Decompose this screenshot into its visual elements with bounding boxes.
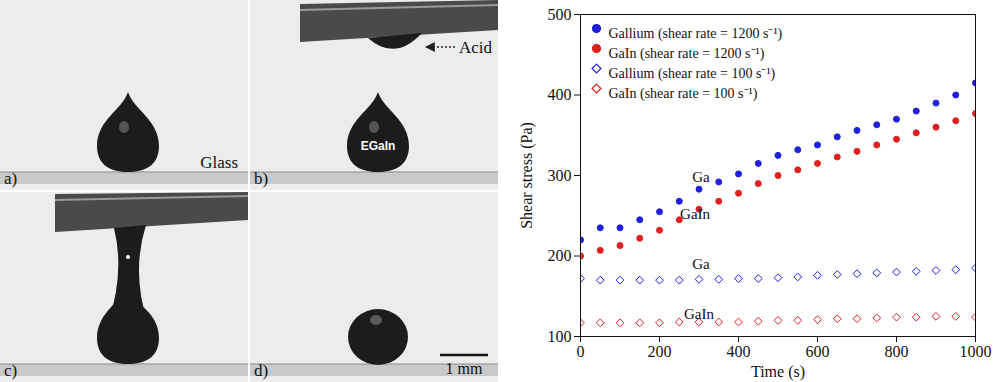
svg-text:Gallium (shear rate = 1200 s⁻¹: Gallium (shear rate = 1200 s⁻¹) — [609, 26, 783, 42]
svg-text:100: 100 — [548, 328, 572, 345]
svg-text:Shear stress (Pa): Shear stress (Pa) — [518, 122, 536, 229]
svg-text:800: 800 — [885, 343, 909, 360]
svg-text:1 mm: 1 mm — [446, 360, 483, 377]
svg-text:1000: 1000 — [960, 343, 992, 360]
svg-text:400: 400 — [727, 343, 751, 360]
svg-text:Ga: Ga — [692, 256, 710, 272]
svg-text:Ga: Ga — [692, 169, 710, 185]
svg-text:d): d) — [254, 361, 268, 380]
svg-text:300: 300 — [548, 167, 572, 184]
svg-text:Time (s): Time (s) — [751, 363, 805, 381]
svg-text:b): b) — [254, 169, 268, 188]
svg-text:Glass: Glass — [200, 153, 238, 172]
svg-text:500: 500 — [548, 6, 572, 23]
svg-text:EGaIn: EGaIn — [361, 139, 396, 153]
svg-text:0: 0 — [577, 343, 585, 360]
svg-text:GaIn (shear rate = 100 s⁻¹): GaIn (shear rate = 100 s⁻¹) — [609, 86, 758, 102]
svg-text:GaIn: GaIn — [680, 206, 710, 222]
svg-text:200: 200 — [548, 247, 572, 264]
svg-text:a): a) — [4, 169, 17, 188]
svg-text:GaIn: GaIn — [684, 306, 714, 322]
svg-text:Gallium (shear rate = 100 s⁻¹): Gallium (shear rate = 100 s⁻¹) — [609, 66, 776, 82]
svg-text:400: 400 — [548, 86, 572, 103]
svg-text:600: 600 — [806, 343, 830, 360]
svg-text:GaIn (shear rate = 1200 s⁻¹): GaIn (shear rate = 1200 s⁻¹) — [609, 46, 765, 62]
svg-text:Acid: Acid — [459, 38, 493, 57]
svg-text:c): c) — [4, 361, 17, 380]
svg-text:200: 200 — [648, 343, 672, 360]
